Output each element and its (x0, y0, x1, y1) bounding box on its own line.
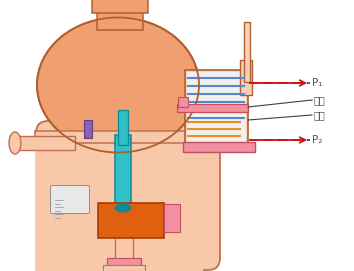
Ellipse shape (37, 18, 199, 153)
Bar (35, 141, 203, 271)
Text: P₂: P₂ (312, 135, 322, 145)
Text: 活塞: 活塞 (314, 95, 326, 105)
Bar (118, 110, 128, 145)
Bar (98, 203, 164, 238)
Bar (115, 235, 133, 260)
Text: 气缸: 气缸 (314, 110, 326, 120)
Bar (103, 265, 145, 271)
Ellipse shape (115, 204, 131, 212)
Text: P₁: P₁ (312, 78, 322, 88)
Bar (107, 258, 141, 268)
Bar (183, 142, 255, 152)
Bar (164, 204, 180, 232)
Bar (15, 136, 75, 150)
Bar (178, 97, 188, 107)
Bar (240, 60, 252, 95)
Bar (187, 72, 246, 146)
Bar (84, 120, 92, 138)
Bar (115, 135, 131, 210)
Ellipse shape (9, 132, 21, 154)
Bar (177, 104, 248, 112)
Bar (185, 70, 248, 148)
FancyBboxPatch shape (36, 121, 220, 270)
FancyBboxPatch shape (51, 186, 90, 214)
Bar (97, 2, 143, 30)
Bar (244, 22, 250, 82)
Bar (92, 0, 148, 13)
Bar (35, 131, 235, 143)
